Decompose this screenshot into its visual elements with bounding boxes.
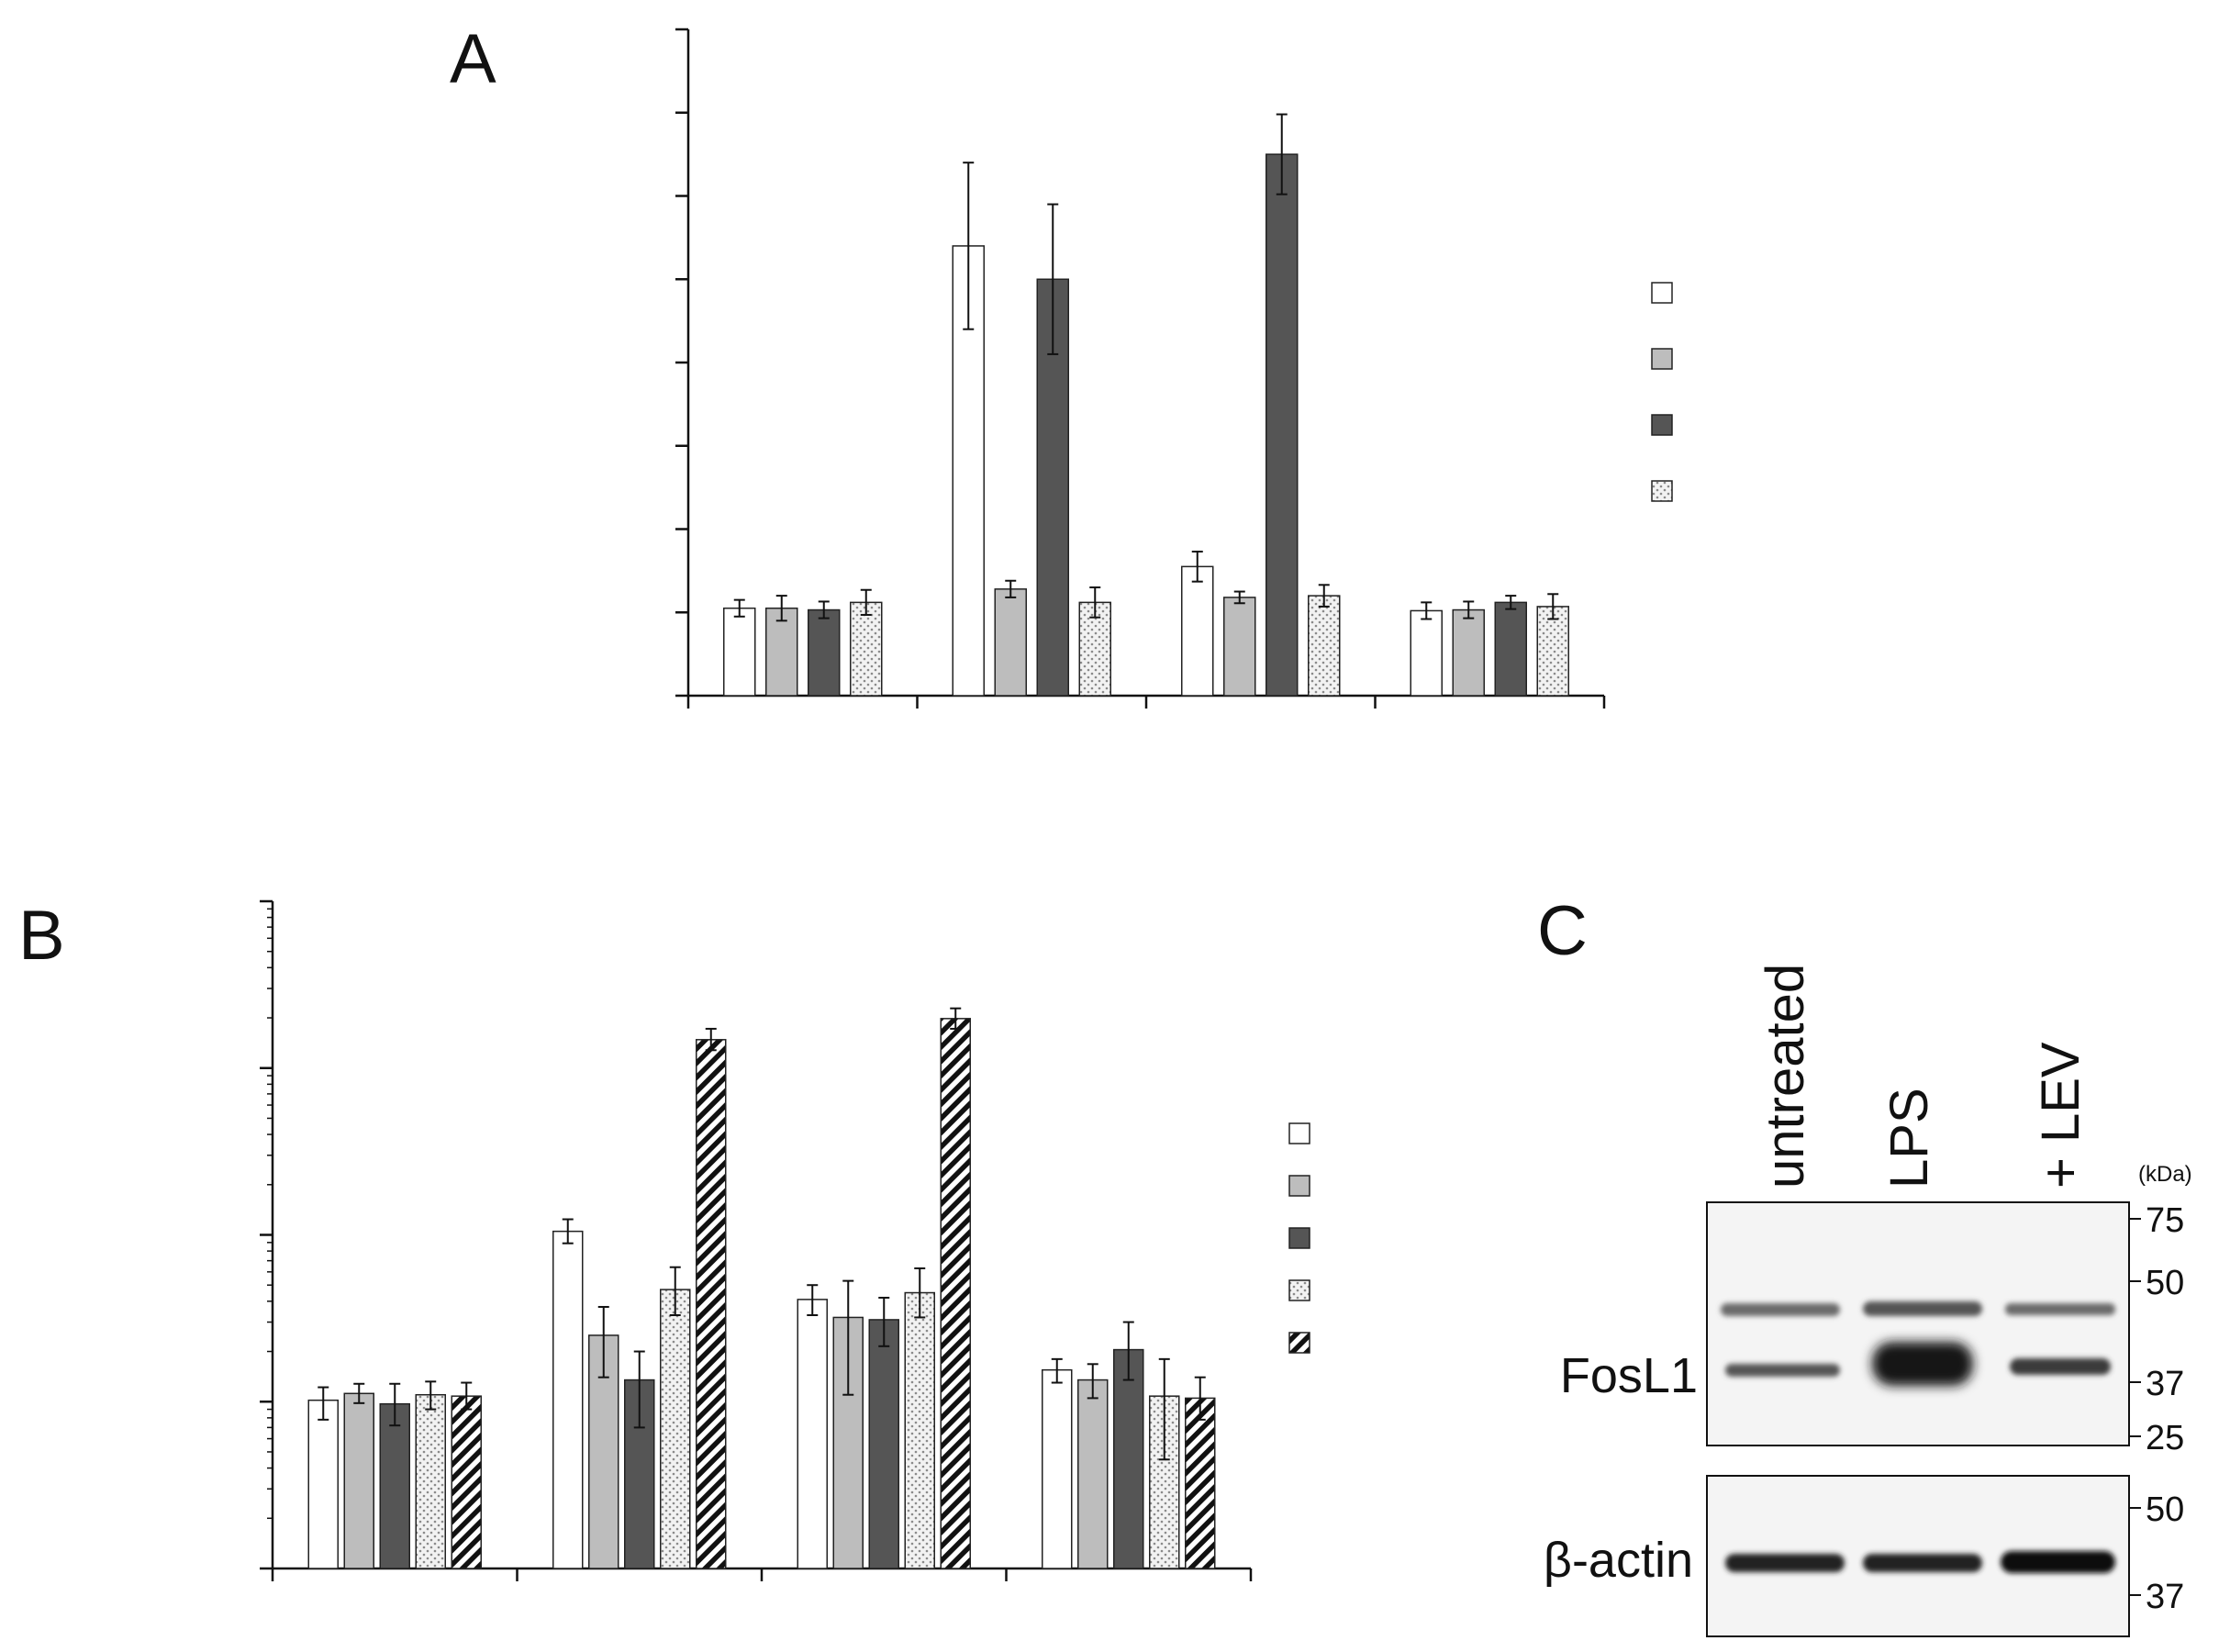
bar [1113, 1348, 1144, 1569]
bar [343, 1392, 374, 1569]
legend-swatch [1288, 1332, 1310, 1354]
marker-actin-50: 50 [2146, 1490, 2184, 1529]
fosl1-blot-frame [1706, 1201, 2130, 1446]
bar [1042, 1368, 1073, 1569]
bar [808, 608, 841, 697]
fosl1-bands [1721, 1301, 2115, 1386]
chart-a [675, 28, 1673, 709]
legend-swatch [1651, 348, 1673, 370]
bar [1266, 153, 1299, 697]
bar [660, 1289, 691, 1569]
fosl1-label: FosL1 [1560, 1348, 1698, 1403]
actin-bands [1725, 1551, 2115, 1573]
bar [940, 1018, 971, 1569]
bar [904, 1291, 935, 1569]
legend-swatch [1288, 1175, 1310, 1197]
bar [1308, 595, 1341, 697]
bar [415, 1393, 446, 1569]
legend-swatch [1288, 1227, 1310, 1249]
legend-swatch [1651, 414, 1673, 436]
bar [868, 1319, 899, 1569]
bar [850, 601, 883, 697]
marker-75: 75 [2146, 1201, 2184, 1240]
legend-swatch [1288, 1279, 1310, 1301]
bar [1077, 1379, 1109, 1569]
lane-label-lps: LPS [1879, 1088, 1939, 1189]
bar [1149, 1395, 1180, 1569]
panel-label-b: B [18, 897, 65, 975]
bar [797, 1299, 828, 1569]
marker-actin-37: 37 [2146, 1578, 2184, 1616]
lane-label-untreated: untreated [1756, 964, 1815, 1189]
western-blot: untreated LPS + LEV (kDa) FosL1 75 50 37… [1544, 964, 2192, 1637]
actin-markers: 50 37 [2129, 1490, 2184, 1616]
actin-label: β-actin [1544, 1533, 1693, 1588]
marker-37: 37 [2146, 1365, 2184, 1403]
bar [1185, 1397, 1216, 1569]
legend-swatch [1651, 480, 1673, 502]
bar [765, 607, 798, 697]
marker-25: 25 [2146, 1419, 2184, 1457]
bar [1536, 606, 1569, 697]
bar [451, 1395, 482, 1569]
lane-label-lev: + LEV [2031, 1042, 2091, 1189]
bar [1181, 565, 1214, 697]
panel-label-c: C [1537, 892, 1588, 970]
marker-50: 50 [2146, 1264, 2184, 1302]
bar [696, 1039, 727, 1569]
legend-swatch [1651, 282, 1673, 304]
chart-b [260, 899, 1310, 1581]
panel-label-a: A [450, 20, 496, 98]
bar [1494, 601, 1527, 697]
bar [1223, 597, 1256, 697]
kda-label: (kDa) [2138, 1162, 2192, 1187]
bar [994, 588, 1027, 697]
bar [307, 1399, 339, 1569]
bar [723, 607, 756, 697]
bar [552, 1230, 584, 1569]
legend-swatch [1288, 1122, 1310, 1144]
fosl1-markers: 75 50 37 25 [2129, 1201, 2184, 1457]
bar [1410, 609, 1443, 697]
bar [1452, 608, 1485, 697]
bar [379, 1402, 410, 1569]
